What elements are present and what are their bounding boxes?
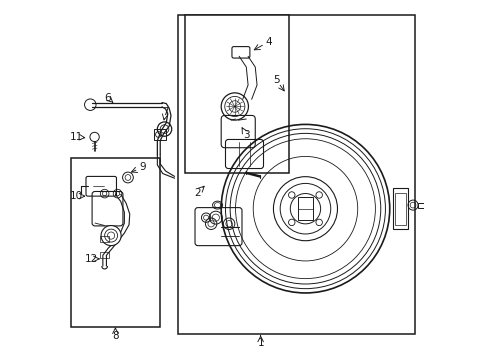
Text: 9: 9 [139,162,145,172]
Bar [100,252,109,258]
Text: 8: 8 [112,331,119,341]
Text: 4: 4 [264,37,271,47]
Text: 10: 10 [70,191,83,201]
Text: 1: 1 [257,338,264,348]
Bar [298,197,312,220]
Bar [178,15,414,334]
Text: 12: 12 [84,254,98,264]
Text: 11: 11 [70,132,83,142]
Text: 6: 6 [104,93,111,103]
Text: 2: 2 [194,188,201,198]
Text: 5: 5 [272,75,279,85]
Bar [417,203,424,208]
Circle shape [101,226,121,246]
Text: 7: 7 [162,107,168,117]
Bar [100,236,109,242]
Text: 3: 3 [243,130,249,140]
Bar [395,193,405,225]
Bar [70,158,160,327]
Bar [185,15,289,173]
Bar [153,129,166,140]
Bar [392,188,407,229]
